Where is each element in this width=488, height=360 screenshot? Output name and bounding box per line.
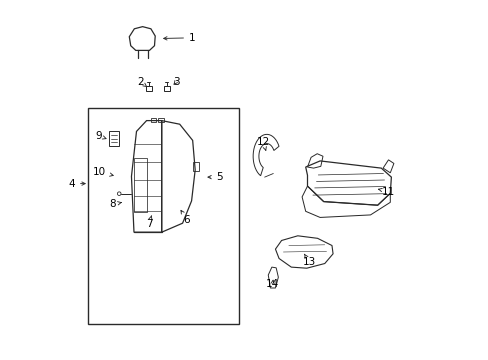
Text: 4: 4	[68, 179, 85, 189]
Text: 12: 12	[256, 137, 269, 150]
Text: 13: 13	[302, 254, 315, 267]
Text: 7: 7	[145, 216, 152, 229]
Text: 10: 10	[93, 167, 113, 177]
Text: 11: 11	[378, 186, 394, 197]
Text: 14: 14	[265, 279, 279, 289]
Text: 1: 1	[163, 33, 195, 43]
Text: 2: 2	[137, 77, 146, 87]
Text: 3: 3	[172, 77, 179, 87]
Text: 6: 6	[181, 210, 190, 225]
Bar	[88, 108, 239, 324]
Text: 8: 8	[109, 199, 121, 210]
Text: 5: 5	[207, 172, 222, 182]
Text: 9: 9	[96, 131, 106, 141]
